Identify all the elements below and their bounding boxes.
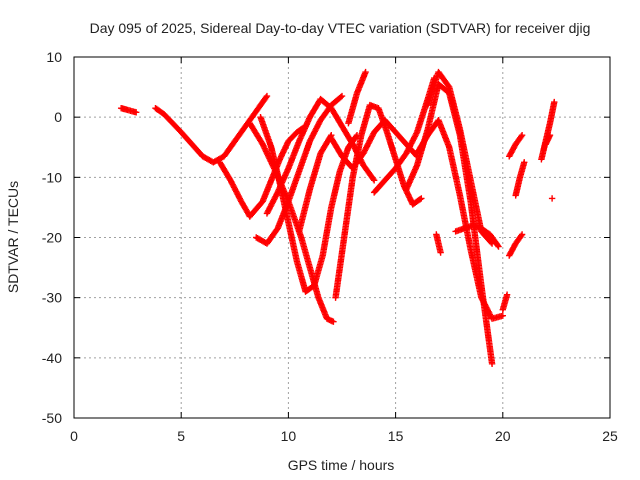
data-point — [517, 133, 525, 140]
axis-ticks: 0 5 10 15 20 25 -50 -40 -30 -20 -10 0 10 — [42, 49, 618, 444]
x-tick-label: 10 — [281, 428, 297, 444]
data-points — [117, 68, 558, 368]
x-axis-title: GPS time / hours — [288, 457, 395, 473]
data-point — [370, 175, 377, 183]
data-point — [495, 243, 502, 250]
data-point — [546, 132, 554, 139]
y-tick-label: -10 — [42, 169, 62, 185]
data-point — [548, 195, 556, 202]
y-axis-title: SDTVAR / TECUs — [5, 181, 21, 293]
data-point — [494, 242, 501, 249]
x-tick-label: 15 — [388, 428, 404, 444]
y-tick-label: -50 — [42, 410, 62, 426]
data-point — [551, 98, 558, 106]
y-tick-label: 0 — [54, 109, 62, 125]
x-tick-label: 20 — [495, 428, 511, 444]
x-tick-label: 5 — [177, 428, 185, 444]
data-point — [362, 68, 369, 76]
y-tick-label: -20 — [42, 230, 62, 246]
data-point — [263, 92, 271, 100]
data-point — [262, 94, 270, 101]
data-point — [330, 318, 337, 325]
x-tick-label: 25 — [602, 428, 618, 444]
data-point — [416, 196, 424, 203]
data-point — [518, 132, 526, 139]
data-point — [518, 231, 526, 238]
chart-title: Day 095 of 2025, Sidereal Day-to-day VTE… — [90, 20, 591, 36]
data-point — [517, 232, 525, 239]
x-tick-label: 0 — [70, 428, 78, 444]
data-point — [503, 291, 511, 298]
y-tick-label: -30 — [42, 290, 62, 306]
data-point — [521, 159, 528, 166]
data-point — [418, 195, 425, 202]
data-point — [413, 130, 420, 137]
data-point — [338, 92, 346, 100]
data-point — [337, 93, 345, 101]
data-point — [370, 177, 378, 184]
y-tick-label: 10 — [46, 49, 62, 65]
data-point — [132, 109, 140, 116]
y-tick-label: -40 — [42, 350, 62, 366]
data-point — [437, 249, 444, 256]
data-point — [499, 312, 506, 319]
data-point — [488, 360, 496, 368]
